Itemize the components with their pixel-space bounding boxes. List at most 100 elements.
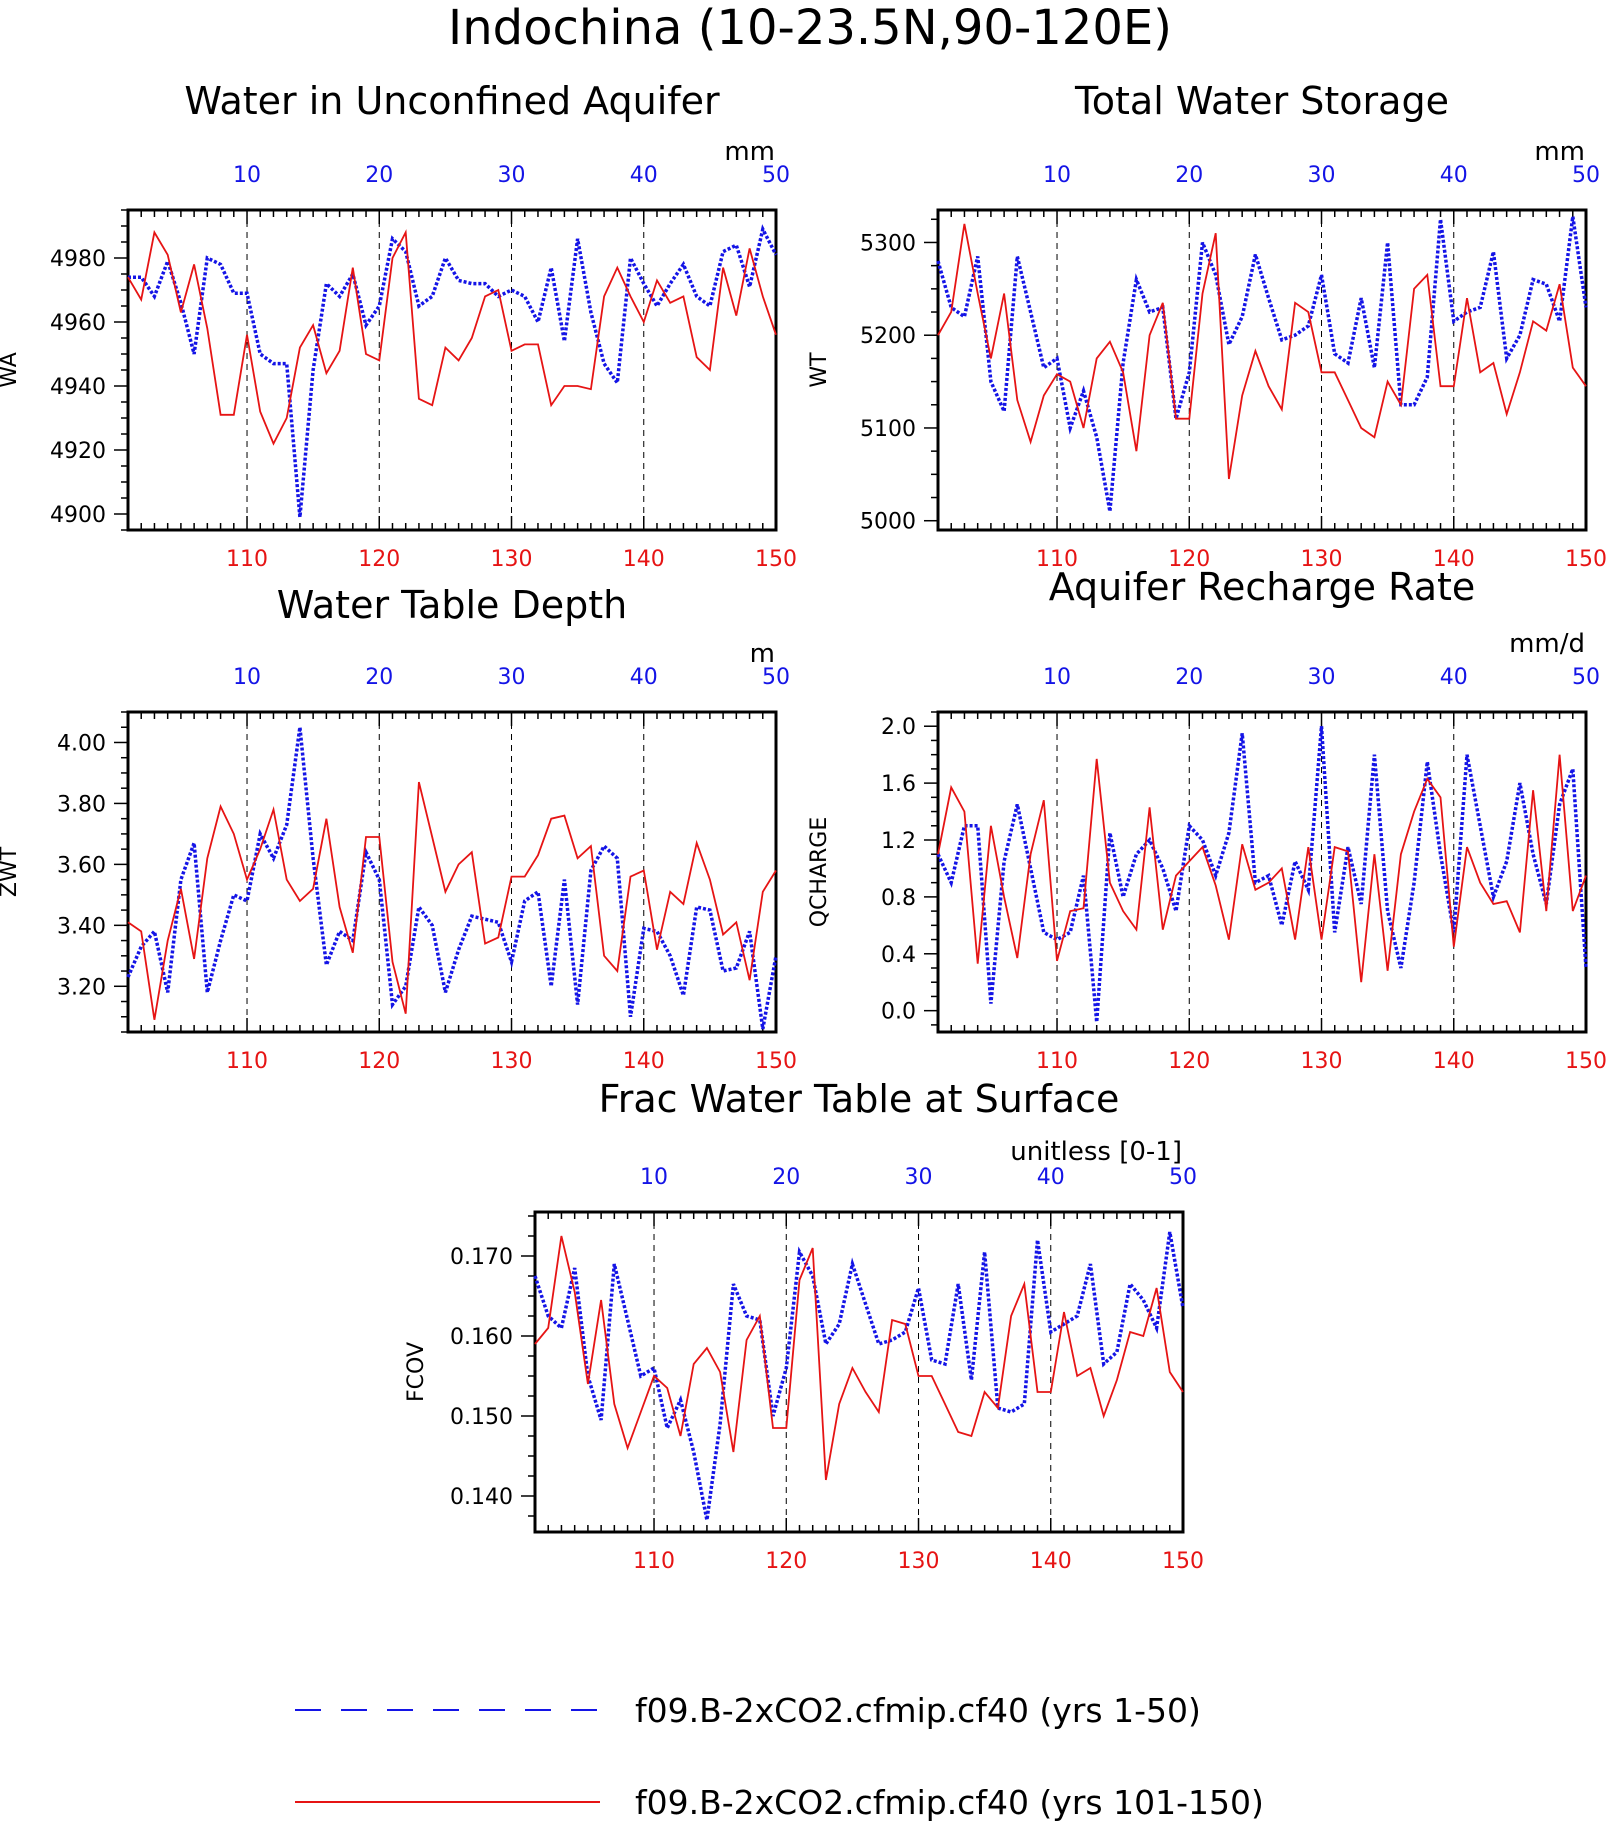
y-tick-label: 0.150 (450, 1405, 513, 1430)
y-tick-label: 0.170 (450, 1245, 513, 1270)
bottom-tick-label: 130 (491, 547, 533, 572)
y-tick-label: 4940 (50, 375, 106, 400)
y-tick-label: 5000 (860, 510, 916, 535)
top-tick-label: 50 (762, 665, 790, 690)
bottom-tick-label: 120 (1168, 1049, 1210, 1074)
y-tick-label: 0.160 (450, 1325, 513, 1350)
bottom-tick-label: 140 (1433, 547, 1475, 572)
bottom-tick-label: 150 (1565, 1049, 1607, 1074)
y-tick-label: 1.2 (881, 829, 916, 854)
bottom-tick-label: 130 (1301, 547, 1343, 572)
top-tick-label: 50 (1572, 665, 1600, 690)
panel-title: Water in Unconfined Aquifer (184, 79, 720, 123)
y-tick-label: 0.0 (881, 1000, 916, 1025)
bottom-tick-label: 110 (226, 547, 268, 572)
bottom-tick-label: 110 (226, 1049, 268, 1074)
legend-label: f09.B-2xCO2.cfmip.cf40 (yrs 101-150) (635, 1783, 1264, 1822)
y-tick-label: 4980 (50, 247, 106, 272)
bottom-tick-label: 150 (755, 547, 797, 572)
y-tick-label: 5100 (860, 417, 916, 442)
top-tick-label: 50 (762, 163, 790, 188)
plot-frame (126, 208, 778, 532)
top-tick-label: 40 (1037, 1165, 1065, 1190)
y-axis-label: WT (807, 352, 832, 388)
panel-title: Water Table Depth (277, 583, 628, 627)
y-axis-label: FCOV (404, 1342, 429, 1402)
series-line-yrs-1-50 (533, 1231, 1185, 1521)
top-tick-label: 20 (365, 163, 393, 188)
top-tick-label: 40 (630, 665, 658, 690)
top-tick-label: 50 (1572, 163, 1600, 188)
bottom-tick-label: 130 (491, 1049, 533, 1074)
bottom-tick-label: 140 (623, 547, 665, 572)
y-tick-label: 3.60 (57, 853, 106, 878)
y-tick-label: 5300 (860, 231, 916, 256)
main-title: Indochina (10-23.5N,90-120E) (448, 0, 1172, 56)
panel-units: unitless [0-1] (1010, 1137, 1182, 1167)
series-line-yrs-1-50 (936, 216, 1588, 512)
top-tick-label: 30 (1308, 163, 1336, 188)
y-axis-label: WA (0, 352, 22, 388)
series-line-yrs-101-150 (127, 229, 777, 446)
top-tick-label: 10 (233, 163, 261, 188)
top-tick-label: 30 (1308, 665, 1336, 690)
bottom-tick-label: 140 (1433, 1049, 1475, 1074)
bottom-tick-label: 140 (623, 1049, 665, 1074)
y-tick-label: 3.20 (57, 975, 106, 1000)
legend-label: f09.B-2xCO2.cfmip.cf40 (yrs 1-50) (635, 1691, 1201, 1730)
y-axis-label: ZWT (0, 846, 22, 897)
panel-units: mm (1534, 137, 1585, 167)
series-line-yrs-101-150 (937, 223, 1587, 480)
top-tick-label: 40 (1440, 163, 1468, 188)
top-tick-label: 20 (1175, 665, 1203, 690)
legend: f09.B-2xCO2.cfmip.cf40 (yrs 1-50) f09.B-2… (295, 1691, 1264, 1822)
top-tick-label: 40 (1440, 665, 1468, 690)
bottom-tick-label: 120 (765, 1549, 807, 1574)
plot-frame (936, 208, 1588, 532)
top-tick-label: 20 (365, 665, 393, 690)
y-tick-label: 4.00 (57, 731, 106, 756)
bottom-tick-label: 110 (633, 1549, 675, 1574)
bottom-tick-label: 110 (1036, 1049, 1078, 1074)
bottom-tick-label: 110 (1036, 547, 1078, 572)
bottom-tick-label: 150 (1565, 547, 1607, 572)
panel-units: mm (724, 137, 775, 167)
top-tick-label: 10 (1043, 163, 1071, 188)
panel-units: m (750, 639, 775, 669)
panel-title: Total Water Storage (1074, 79, 1449, 123)
y-tick-label: 4900 (50, 503, 106, 528)
series-line-yrs-101-150 (127, 781, 777, 1020)
panel-title: Aquifer Recharge Rate (1049, 565, 1476, 609)
top-tick-label: 30 (498, 665, 526, 690)
bottom-tick-label: 150 (1162, 1549, 1204, 1574)
panel-3: Water Table Depth m ZWT 10 20 30 40 50 110 120 130… (0, 583, 797, 1074)
top-tick-label: 30 (905, 1165, 933, 1190)
y-tick-label: 3.80 (57, 792, 106, 817)
bottom-tick-label: 120 (358, 547, 400, 572)
bottom-tick-label: 130 (898, 1549, 940, 1574)
bottom-tick-label: 120 (358, 1049, 400, 1074)
series-line-yrs-101-150 (534, 1235, 1184, 1481)
y-tick-label: 0.8 (881, 886, 916, 911)
plot-frame (533, 1210, 1185, 1534)
series-line-yrs-1-50 (128, 224, 778, 518)
y-tick-label: 1.6 (881, 772, 916, 797)
series-line-yrs-101-150 (937, 754, 1587, 983)
bottom-tick-label: 150 (755, 1049, 797, 1074)
panel-title: Frac Water Table at Surface (599, 1077, 1120, 1121)
plot-frame (936, 710, 1588, 1034)
top-tick-label: 40 (630, 163, 658, 188)
y-axis-label: QCHARGE (807, 817, 832, 928)
top-tick-label: 30 (498, 163, 526, 188)
panel-units: mm/d (1509, 629, 1585, 659)
y-tick-label: 4960 (50, 311, 106, 336)
panel-5: Frac Water Table at Surface unitless [0-1… (404, 1077, 1204, 1574)
top-tick-label: 20 (772, 1165, 800, 1190)
y-tick-label: 3.40 (57, 914, 106, 939)
top-tick-label: 10 (1043, 665, 1071, 690)
bottom-tick-label: 140 (1030, 1549, 1072, 1574)
top-tick-label: 10 (233, 665, 261, 690)
bottom-tick-label: 120 (1168, 547, 1210, 572)
